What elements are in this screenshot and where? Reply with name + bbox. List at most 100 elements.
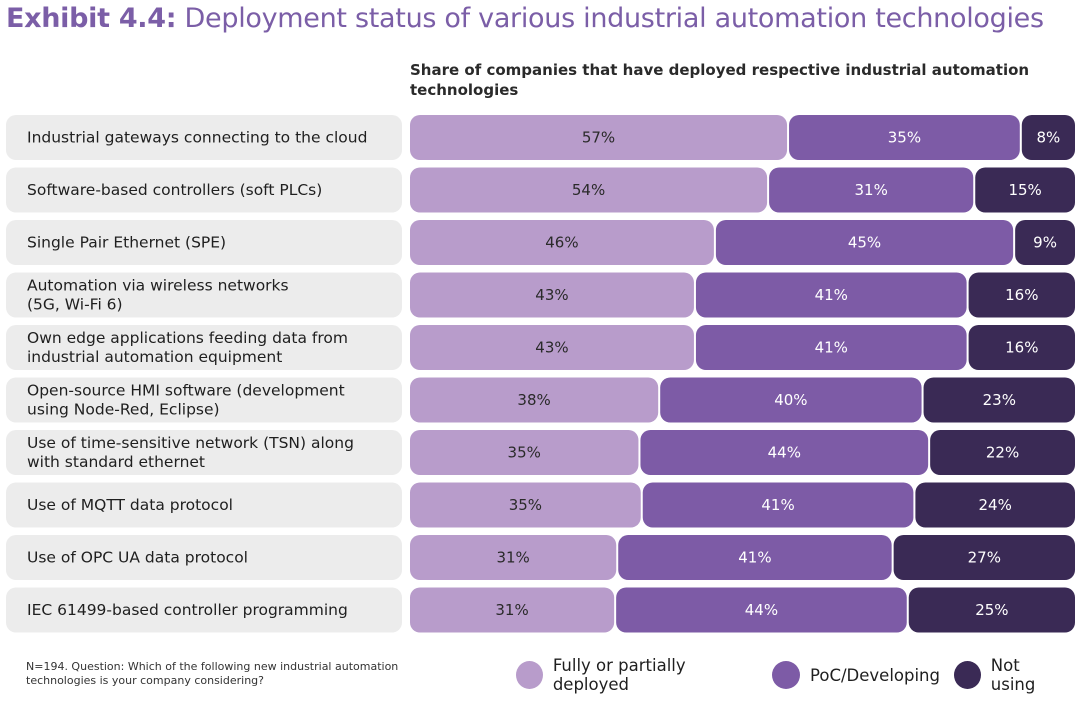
category-label: Use of OPC UA data protocol [27,549,248,567]
bar-segment-developing [618,535,892,580]
category-label: Software-based controllers (soft PLCs) [27,181,322,199]
data-label-developing: 31% [855,181,888,199]
bar-segment-not-using [968,272,1075,318]
chart-row: Use of MQTT data protocol 35% 41% 24% [6,482,1075,528]
category-label-line: Use of MQTT data protocol [27,496,233,514]
category-label: Open-source HMI software (development usi… [27,382,345,419]
bar-segment-developing [640,430,929,475]
bar-segment-deployed [410,325,694,370]
data-label-developing: 41% [815,339,848,357]
row-label-background [6,430,402,475]
row-label-background [6,325,402,370]
data-label-developing: 41% [815,286,848,304]
bar-segment-deployed [410,115,788,160]
chart-subtitle: Share of companies that have deployed re… [410,61,1030,99]
data-label-developing: 45% [848,234,881,252]
data-label-developing: 44% [768,444,801,462]
category-label-line: with standard ethernet [27,453,205,471]
bar-segment-not-using [915,482,1075,528]
row-label-background [6,535,402,580]
data-label-not-using: 23% [983,391,1016,409]
category-label-line: (5G, Wi-Fi 6) [27,296,123,314]
data-label-deployed: 31% [496,549,529,567]
data-label-not-using: 15% [1008,181,1041,199]
bar-segment-deployed [410,220,714,265]
bar-segment-deployed [410,167,768,213]
bar-segment-deployed [410,587,615,633]
bar-segment-not-using [968,325,1075,370]
bar-segment-not-using [975,167,1075,213]
category-label-line: using Node-Red, Eclipse) [27,401,220,419]
bar-segment-developing [616,587,907,633]
category-label-line: Software-based controllers (soft PLCs) [27,181,322,199]
legend-label-deployed: Fully or partially deployed [552,656,686,694]
bar-segment-developing [660,377,922,423]
data-label-deployed: 31% [495,601,528,619]
data-label-deployed: 38% [517,391,550,409]
category-label-line: Automation via wireless networks [27,277,289,295]
bar-segment-developing [789,115,1020,160]
chart-row: Own edge applications feeding data from i… [6,325,1075,370]
row-label-background [6,220,402,265]
legend-label-not-using: Not using [990,656,1036,694]
category-label: Use of MQTT data protocol [27,496,233,514]
data-label-not-using: 8% [1037,129,1061,147]
category-label-line: Use of OPC UA data protocol [27,549,248,567]
chart-row: Use of time-sensitive network (TSN) alon… [6,430,1075,475]
data-label-deployed: 43% [535,339,568,357]
bar-segment-deployed [410,430,639,475]
stacked-bar-chart: Industrial gateways connecting to the cl… [6,115,1075,633]
legend-item-developing: PoC/Developing [772,661,940,689]
bar-segment-not-using [908,587,1075,633]
chart-row: Single Pair Ethernet (SPE) 46% 45% 9% [6,220,1075,265]
chart-row: Automation via wireless networks (5G, Wi-… [6,272,1075,318]
category-label-line: Own edge applications feeding data from [27,329,348,347]
chart-title: Exhibit 4.4: Deployment status of variou… [6,3,1044,34]
bar-segment-deployed [410,535,617,580]
bar-segment-not-using [893,535,1075,580]
bar-segment-not-using [930,430,1075,475]
data-label-deployed: 35% [509,496,542,514]
row-label-background [6,587,402,633]
category-label-line: IEC 61499-based controller programming [27,601,348,619]
row-label-background [6,272,402,318]
category-label-line: Open-source HMI software (development [27,382,345,400]
data-label-deployed: 43% [535,286,568,304]
category-label-line: Use of time-sensitive network (TSN) alon… [27,434,354,452]
category-label: Use of time-sensitive network (TSN) alon… [27,434,354,471]
legend-label-developing: PoC/Developing [810,665,940,685]
legend-swatch-not-using [954,661,981,689]
category-label-line: Industrial gateways connecting to the cl… [27,129,367,147]
data-label-developing: 40% [774,391,807,409]
chart-row: Industrial gateways connecting to the cl… [6,115,1075,160]
data-label-not-using: 25% [975,601,1008,619]
legend-item-not-using: Not using [954,656,1066,694]
bar-segment-developing [769,167,974,213]
bar-segment-developing [715,220,1014,265]
category-label: Industrial gateways connecting to the cl… [27,129,367,147]
row-label-background [6,377,402,423]
data-label-not-using: 27% [968,549,1001,567]
data-label-not-using: 9% [1033,234,1057,252]
category-label: Single Pair Ethernet (SPE) [27,234,226,252]
bar-segment-deployed [410,272,694,318]
category-label-line: industrial automation equipment [27,348,282,366]
legend-swatch-developing [772,661,801,689]
data-label-developing: 35% [888,129,921,147]
bar-segment-developing [695,325,967,370]
legend-swatch-deployed [516,661,543,689]
data-label-deployed: 35% [508,444,541,462]
data-label-developing: 44% [745,601,778,619]
data-label-deployed: 57% [582,129,615,147]
legend-item-deployed: Fully or partially deployed [516,656,758,694]
row-label-background [6,482,402,528]
category-label: Own edge applications feeding data from i… [27,329,348,366]
bar-segment-not-using [1015,220,1075,265]
row-label-background [6,167,402,213]
data-label-not-using: 16% [1005,286,1038,304]
category-label-line: Single Pair Ethernet (SPE) [27,234,226,252]
footnote: N=194. Question: Which of the following … [26,660,399,687]
data-label-deployed: 54% [572,181,605,199]
title-exhibit-number: Exhibit 4.4: [6,3,177,34]
category-label: IEC 61499-based controller programming [27,601,348,619]
